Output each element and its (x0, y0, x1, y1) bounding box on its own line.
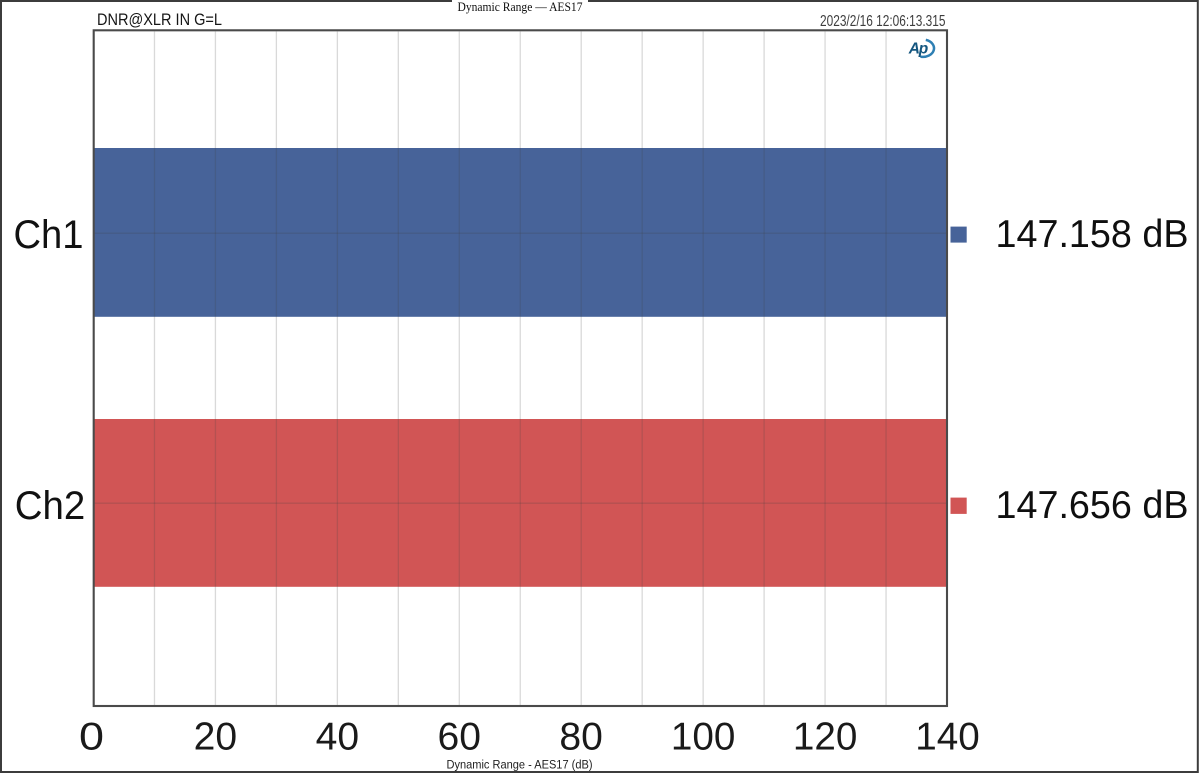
svg-text:0: 0 (79, 716, 104, 759)
svg-text:A: A (908, 41, 920, 58)
svg-text:p: p (918, 41, 928, 58)
svg-text:60: 60 (438, 716, 482, 759)
svg-text:Ch1: Ch1 (14, 213, 84, 257)
svg-text:120: 120 (793, 716, 858, 759)
svg-text:Dynamic Range - AES17 (dB): Dynamic Range - AES17 (dB) (447, 758, 593, 772)
svg-text:40: 40 (316, 716, 360, 759)
svg-text:100: 100 (671, 716, 736, 759)
svg-text:80: 80 (559, 716, 603, 759)
svg-text:Dynamic Range — AES17: Dynamic Range — AES17 (458, 0, 583, 14)
svg-text:140: 140 (915, 716, 980, 759)
svg-text:147.656 dB: 147.656 dB (996, 484, 1189, 527)
svg-text:20: 20 (194, 716, 238, 759)
svg-text:Ch2: Ch2 (15, 484, 86, 528)
svg-text:147.158 dB: 147.158 dB (996, 213, 1189, 256)
svg-text:DNR@XLR IN G=L: DNR@XLR IN G=L (97, 11, 222, 29)
svg-text:2023/2/16 12:06:13.315: 2023/2/16 12:06:13.315 (820, 13, 946, 30)
